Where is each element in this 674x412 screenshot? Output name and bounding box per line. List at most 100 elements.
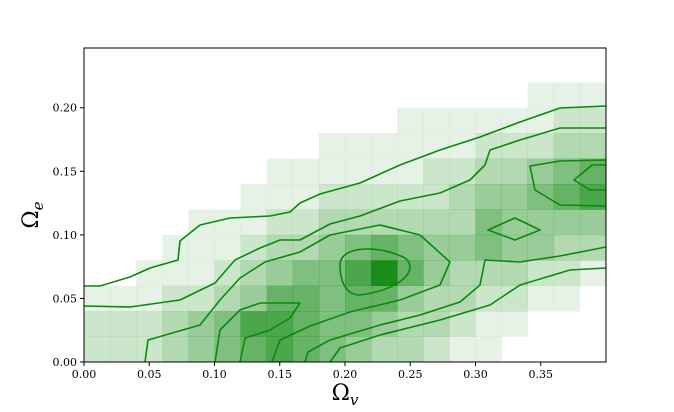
heat-cell (553, 158, 581, 185)
heat-cell (136, 260, 163, 287)
heat-cell (110, 133, 136, 159)
heat-cell (240, 234, 267, 261)
heat-cell (527, 285, 555, 312)
heat-cell (214, 234, 241, 261)
heat-cell (84, 336, 111, 363)
contour (83, 127, 606, 308)
heat-cell (214, 285, 241, 312)
heat-cell (553, 209, 581, 236)
heat-cell (162, 311, 189, 337)
heat-cell (267, 108, 293, 134)
heat-cell (162, 184, 188, 210)
heat-cell (162, 82, 188, 108)
y-tick-label: 0.20 (53, 102, 78, 115)
heat-cell (371, 108, 397, 134)
heat-cell (345, 57, 371, 83)
heat-cell (240, 184, 267, 210)
heat-cell (580, 286, 606, 312)
heat-cell (579, 107, 607, 134)
heat-cell (423, 209, 450, 236)
heat-cell (266, 158, 294, 185)
contour (573, 164, 606, 191)
y-tick-label: 0.00 (53, 356, 78, 369)
y-label-subscript: e (29, 201, 47, 210)
heat-cell (528, 337, 554, 363)
heat-cell (292, 158, 320, 185)
heat-cell (475, 260, 502, 287)
heat-cell (188, 133, 214, 159)
heat-cell (527, 234, 555, 261)
heat-cell (162, 209, 188, 235)
heat-cell (345, 133, 372, 159)
heat-cell (215, 133, 241, 159)
heat-cell (371, 234, 398, 261)
heat-cell (319, 82, 345, 108)
heat-cell (397, 107, 424, 134)
heat-cell (345, 108, 371, 134)
contour (487, 217, 541, 241)
heat-cell (84, 235, 110, 261)
heat-cell (423, 82, 449, 108)
heat-cell (162, 108, 188, 134)
heat-cell (501, 285, 528, 312)
heat-cell (527, 133, 555, 159)
heat-cell (110, 82, 136, 108)
heat-cell (215, 82, 241, 108)
heat-cell (579, 209, 607, 236)
heat-cell (319, 108, 345, 134)
heat-cell (476, 82, 502, 108)
heat-cell (502, 57, 528, 83)
x-label-subscript: v (350, 391, 359, 408)
contours (83, 105, 607, 363)
heat-cell (267, 133, 293, 159)
heat-cell (84, 133, 110, 159)
heat-cell (136, 235, 162, 261)
heat-cell (188, 82, 214, 108)
heat-cell (318, 285, 346, 312)
heat-cell (553, 107, 581, 134)
contour (144, 224, 451, 363)
x-tick-label: 0.05 (137, 368, 162, 381)
heat-cell (136, 184, 162, 210)
heat-cell (110, 108, 136, 134)
heat-cell (475, 158, 502, 185)
heat-cell (423, 336, 450, 363)
heat-cell (501, 260, 528, 287)
heat-cell (423, 234, 450, 261)
heat-cell (580, 337, 606, 363)
heat-cell (136, 285, 163, 312)
heat-cell (449, 158, 476, 185)
heat-cell (501, 234, 528, 261)
heat-cell (267, 57, 293, 83)
heat-cell (293, 57, 319, 83)
y-axis-label: Ωe (19, 201, 47, 228)
heat-cell (267, 82, 293, 108)
heat-cell (449, 107, 476, 134)
heat-cell (110, 159, 136, 185)
heat-cell (423, 57, 449, 83)
heat-cell (553, 285, 581, 312)
x-tick-label: 0.00 (72, 368, 97, 381)
heat-cell (136, 57, 162, 83)
heat-cell (345, 336, 372, 363)
heat-cell (241, 57, 267, 83)
heat-cell (397, 260, 424, 287)
heat-cell (292, 209, 320, 236)
x-tick-label: 0.10 (202, 368, 227, 381)
heat-cell (423, 184, 450, 210)
heat-cell (475, 311, 502, 337)
heat-cell (475, 285, 502, 312)
contour (304, 246, 607, 363)
heat-cell (84, 159, 110, 185)
heat-cell (449, 311, 476, 337)
heat-cell (554, 337, 580, 363)
heat-cell (476, 57, 502, 83)
heat-cell (188, 57, 214, 83)
contour (84, 105, 607, 287)
heat-cell (162, 133, 188, 159)
heat-cell (580, 57, 606, 83)
heat-cell (345, 82, 371, 108)
heat-cell (241, 108, 267, 134)
heat-cell (527, 82, 555, 109)
